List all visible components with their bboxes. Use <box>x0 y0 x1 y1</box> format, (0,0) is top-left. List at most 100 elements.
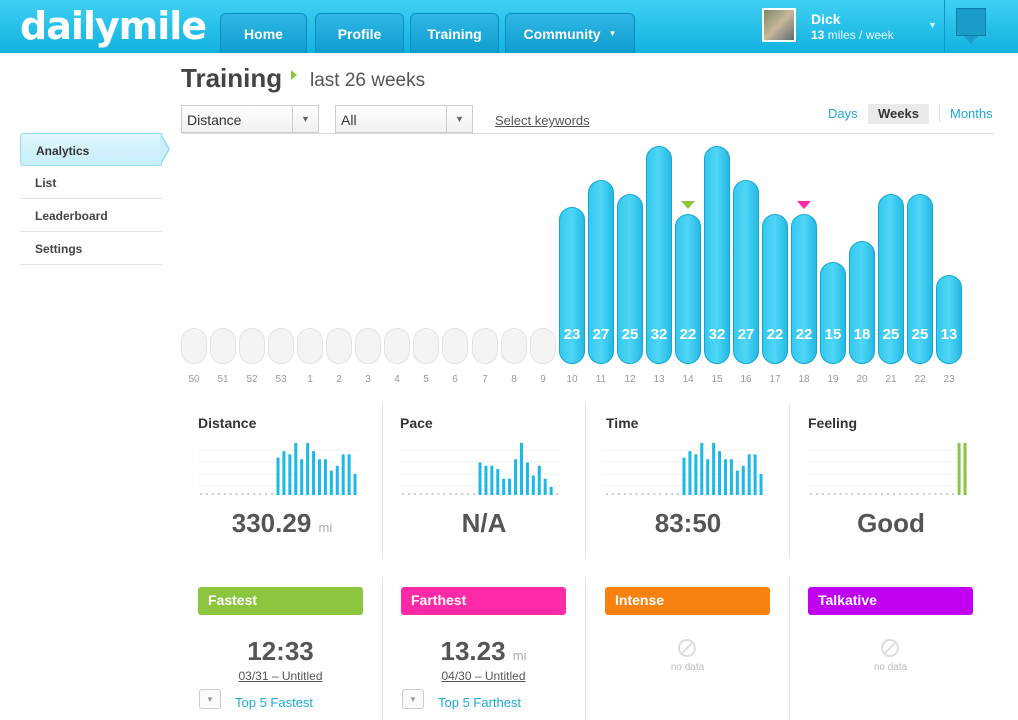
period-weeks-button[interactable]: Weeks <box>868 104 929 124</box>
week-bar[interactable] <box>907 193 933 364</box>
nav-community-tab[interactable]: Community ▼ <box>505 13 635 53</box>
week-bar-empty[interactable] <box>530 328 556 364</box>
sparkline-bar <box>747 454 751 495</box>
user-avatar[interactable] <box>762 8 796 42</box>
period-days-button[interactable]: Days <box>828 106 858 121</box>
sparkline-dot <box>845 493 848 495</box>
sparkline-dot <box>647 493 650 495</box>
user-weekly-miles: 13 miles / week <box>811 28 894 42</box>
period-months-button[interactable]: Months <box>950 106 993 121</box>
sparkline-dot <box>611 493 614 495</box>
user-menu-chevron-icon[interactable]: ▼ <box>928 20 937 30</box>
week-label: 1 <box>307 374 313 385</box>
week-bar[interactable] <box>559 207 585 364</box>
no-data-icon <box>678 639 696 657</box>
sparkline-bar <box>741 465 745 495</box>
breadcrumb-arrow-icon <box>291 70 297 80</box>
chevron-down-icon: ▼ <box>608 29 617 38</box>
sparkline-bar <box>514 459 518 495</box>
distance-sparkline <box>198 443 358 495</box>
week-bar[interactable] <box>588 180 614 364</box>
sidebar-item-leaderboard[interactable]: Leaderboard <box>20 199 162 232</box>
week-bar-empty[interactable] <box>442 328 468 364</box>
sparkline-bar <box>543 478 547 495</box>
sparkline-dot <box>892 493 895 495</box>
sparkline-dot <box>199 493 202 495</box>
sidebar-item-settings[interactable]: Settings <box>20 232 162 265</box>
sparkline-dot <box>605 493 608 495</box>
week-bar[interactable] <box>849 241 875 364</box>
sparkline-bar <box>712 443 716 495</box>
user-name[interactable]: Dick <box>811 11 841 27</box>
week-bar-empty[interactable] <box>501 328 527 364</box>
week-bar[interactable] <box>820 261 846 364</box>
intense-no-data-text: no data <box>670 662 705 673</box>
nav-training-tab[interactable]: Training <box>410 13 499 53</box>
sparkline-bar <box>294 443 298 495</box>
panel-divider <box>382 577 383 720</box>
sparkline-dot <box>629 493 632 495</box>
week-bar-value: 32 <box>650 326 668 343</box>
sparkline-bar <box>700 443 704 495</box>
filter-divider <box>181 133 994 134</box>
week-bar[interactable] <box>878 193 904 364</box>
week-bar-empty[interactable] <box>413 328 439 364</box>
week-bar-empty[interactable] <box>472 328 498 364</box>
notifications-icon[interactable] <box>956 8 986 36</box>
record-farthest-date-link[interactable]: 04/30 – Untitled <box>441 669 526 683</box>
week-bar-empty[interactable] <box>239 328 265 364</box>
week-bar-value: 32 <box>708 326 726 343</box>
sparkline-dot <box>827 493 830 495</box>
farthest-expand-toggle[interactable]: ▼ <box>402 689 424 709</box>
week-bar-empty[interactable] <box>268 328 294 364</box>
top-5-farthest-link[interactable]: Top 5 Farthest <box>438 695 522 710</box>
week-bar-empty[interactable] <box>384 328 410 364</box>
activity-type-select[interactable]: All ▼ <box>335 105 473 133</box>
sidebar-item-list[interactable]: List <box>20 166 162 199</box>
week-label: 21 <box>885 374 897 385</box>
sparkline-bar <box>688 451 692 495</box>
week-bar[interactable] <box>675 214 701 364</box>
metric-select[interactable]: Distance ▼ <box>181 105 319 133</box>
record-fastest-date-link[interactable]: 03/31 – Untitled <box>238 669 323 683</box>
week-bar[interactable] <box>936 275 962 364</box>
select-keywords-link[interactable]: Select keywords <box>495 113 590 128</box>
week-label: 14 <box>682 374 694 385</box>
sparkline-dot <box>431 493 434 495</box>
record-fastest-value: 12:33 <box>247 636 314 666</box>
week-bar-value: 15 <box>824 326 842 343</box>
sparkline-bar <box>537 465 541 495</box>
sparkline-bar <box>282 451 286 495</box>
dailymile-logo[interactable]: dailymile <box>20 4 207 48</box>
week-bar-empty[interactable] <box>297 328 323 364</box>
week-bar-empty[interactable] <box>326 328 352 364</box>
metric-select-value: Distance <box>187 112 242 128</box>
top-5-fastest-link[interactable]: Top 5 Fastest <box>235 695 314 710</box>
active-item-pointer-fill <box>160 134 168 164</box>
sparkline-bar <box>729 459 733 495</box>
week-label: 12 <box>624 374 636 385</box>
week-label: 15 <box>711 374 723 385</box>
sparkline-dot <box>271 493 274 495</box>
week-bar-empty[interactable] <box>181 328 207 364</box>
week-bar[interactable] <box>704 146 730 364</box>
sidebar-item-label: Settings <box>35 242 83 256</box>
nav-profile-tab[interactable]: Profile <box>315 13 404 53</box>
nav-home-label: Home <box>244 25 283 42</box>
sparkline-bar <box>531 475 535 495</box>
week-bar[interactable] <box>791 214 817 364</box>
panel-divider <box>789 404 790 558</box>
week-bar[interactable] <box>646 146 672 364</box>
week-bar[interactable] <box>762 214 788 364</box>
sparkline-dot <box>875 493 878 495</box>
week-bar-empty[interactable] <box>355 328 381 364</box>
week-bar-empty[interactable] <box>210 328 236 364</box>
week-bar[interactable] <box>617 193 643 364</box>
nav-home-tab[interactable]: Home <box>220 13 307 53</box>
fastest-expand-toggle[interactable]: ▼ <box>199 689 221 709</box>
week-bar[interactable] <box>733 180 759 364</box>
sparkline-dot <box>677 493 680 495</box>
week-label: 53 <box>275 374 287 385</box>
sparkline-dot <box>898 493 901 495</box>
record-intense-badge: Intense <box>605 587 770 615</box>
